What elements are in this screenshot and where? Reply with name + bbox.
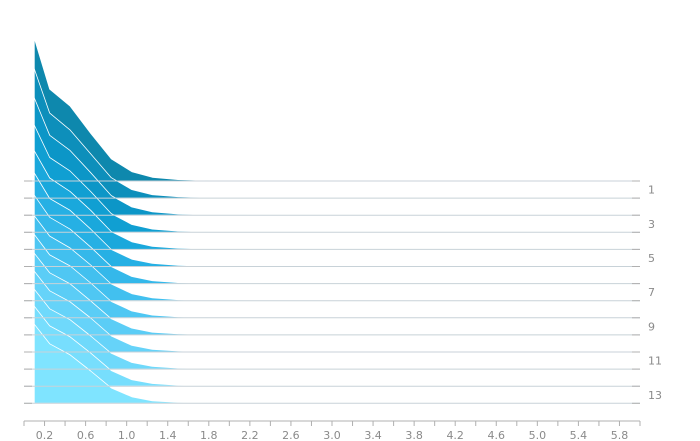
- x-tick-label: 1.8: [200, 429, 218, 441]
- y-tick-label: 11: [648, 355, 662, 368]
- ridge-area-0: [33, 37, 631, 182]
- x-tick-label: 4.2: [446, 429, 464, 441]
- ridge-areas: [33, 37, 631, 404]
- y-tick-label: 5: [648, 252, 655, 265]
- y-tick-label: 3: [648, 218, 655, 231]
- ridge-area-4: [33, 150, 631, 250]
- x-tick-label: 0.6: [77, 429, 95, 441]
- x-tick-label: 5.0: [529, 429, 547, 441]
- x-tick-label: 5.4: [570, 429, 588, 441]
- x-tick-label: 1.0: [118, 429, 136, 441]
- x-tick-label: 3.8: [405, 429, 423, 441]
- x-tick-label: 3.0: [323, 429, 341, 441]
- y-tick-label: 7: [648, 286, 655, 299]
- x-tick-label: 2.6: [282, 429, 300, 441]
- x-tick-label: 1.4: [159, 429, 177, 441]
- x-axis: 0.2 0.6 1.0 1.4 1.8 2.2 2.6 3.0 3.4 3.8 4.2 4.6 5.0 5…: [23, 420, 641, 441]
- y-tick-label: 13: [648, 389, 662, 402]
- x-tick-label: 3.4: [364, 429, 382, 441]
- y-tick-label: 9: [648, 320, 655, 333]
- x-tick-label: 2.2: [241, 429, 259, 441]
- ridge-baselines: [24, 180, 640, 404]
- x-tick-label: 4.6: [488, 429, 506, 441]
- x-tick-label: 5.8: [611, 429, 629, 441]
- y-tick-label: 1: [648, 184, 655, 197]
- x-tick-label: 0.2: [36, 429, 54, 441]
